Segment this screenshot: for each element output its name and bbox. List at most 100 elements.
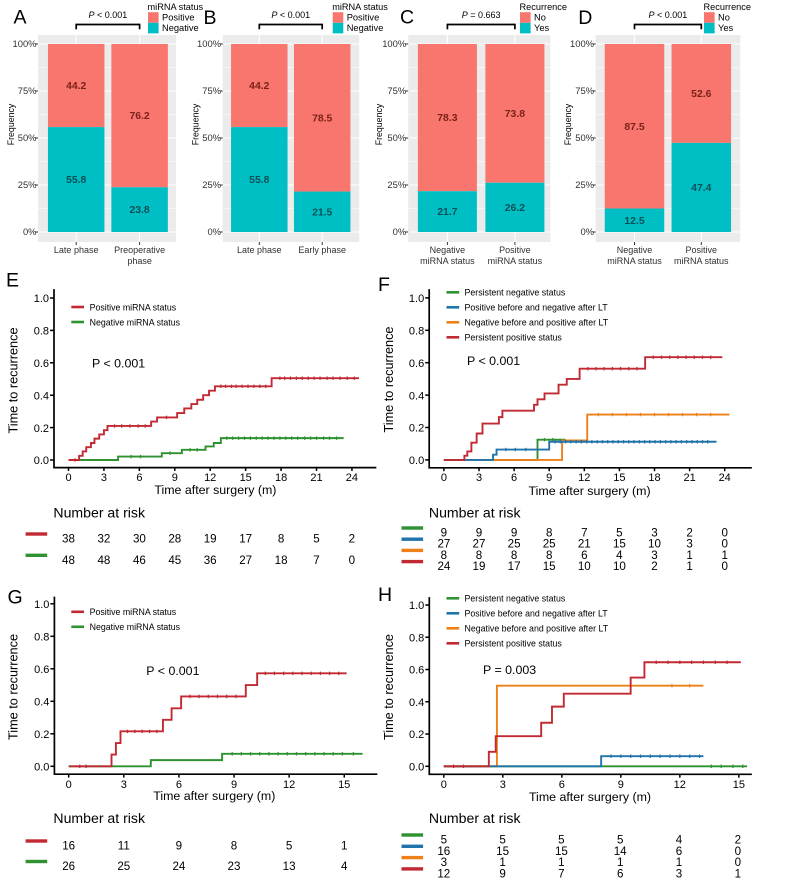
svg-text:4: 4 <box>341 860 348 873</box>
svg-text:8: 8 <box>546 527 552 540</box>
svg-text:H: H <box>378 584 392 606</box>
svg-text:14: 14 <box>614 845 627 858</box>
svg-text:9: 9 <box>546 472 552 484</box>
svg-text:6: 6 <box>559 779 565 791</box>
svg-text:E: E <box>6 270 19 292</box>
svg-text:P < 0.001: P < 0.001 <box>92 357 145 371</box>
svg-text:15: 15 <box>543 560 556 573</box>
svg-text:0.0: 0.0 <box>34 762 49 774</box>
svg-text:25%: 25% <box>387 179 406 190</box>
svg-text:Negative before and positive a: Negative before and positive after LT <box>465 624 609 634</box>
svg-text:30: 30 <box>133 533 146 546</box>
svg-text:10: 10 <box>578 560 591 573</box>
svg-text:5: 5 <box>616 527 622 540</box>
svg-text:No: No <box>718 13 730 23</box>
svg-text:12: 12 <box>578 472 590 484</box>
svg-text:16: 16 <box>62 840 75 853</box>
svg-text:A: A <box>14 7 27 29</box>
svg-text:12.5: 12.5 <box>624 216 644 227</box>
svg-text:Persistent positive status: Persistent positive status <box>465 333 563 343</box>
svg-text:3: 3 <box>476 472 482 484</box>
svg-text:15: 15 <box>733 779 745 791</box>
svg-text:8: 8 <box>476 549 482 562</box>
svg-text:0%: 0% <box>23 226 37 237</box>
svg-text:9: 9 <box>176 840 182 853</box>
svg-text:9: 9 <box>231 779 237 791</box>
svg-text:0.8: 0.8 <box>409 326 424 338</box>
svg-text:Time after surgery (m): Time after surgery (m) <box>154 483 276 497</box>
svg-text:8: 8 <box>231 840 237 853</box>
svg-text:F: F <box>378 274 390 296</box>
svg-text:50%: 50% <box>575 132 594 143</box>
svg-text:26.2: 26.2 <box>505 203 525 214</box>
svg-text:3: 3 <box>651 527 657 540</box>
svg-text:Number at risk: Number at risk <box>53 504 146 520</box>
svg-text:32: 32 <box>97 533 110 546</box>
svg-text:18: 18 <box>275 554 288 567</box>
svg-text:B: B <box>204 7 217 29</box>
svg-text:24: 24 <box>172 860 185 873</box>
svg-text:75%: 75% <box>575 85 594 96</box>
svg-text:2: 2 <box>735 834 741 847</box>
svg-text:0: 0 <box>65 472 71 484</box>
svg-text:Recurrence: Recurrence <box>520 2 568 12</box>
svg-text:0.2: 0.2 <box>34 729 49 741</box>
svg-text:0: 0 <box>66 779 72 791</box>
svg-text:25: 25 <box>117 860 130 873</box>
svg-text:21: 21 <box>578 538 591 551</box>
svg-text:75%: 75% <box>18 85 37 96</box>
svg-text:28: 28 <box>168 533 181 546</box>
svg-text:Time after surgery (m): Time after surgery (m) <box>529 790 651 804</box>
svg-text:Frequency: Frequency <box>563 103 573 145</box>
svg-text:21.7: 21.7 <box>437 207 457 218</box>
svg-text:25%: 25% <box>575 179 594 190</box>
svg-text:0.2: 0.2 <box>409 423 424 435</box>
svg-text:6: 6 <box>511 472 517 484</box>
svg-text:0.6: 0.6 <box>34 664 49 676</box>
svg-text:48: 48 <box>97 554 110 567</box>
svg-text:Positive miRNA status: Positive miRNA status <box>90 607 177 617</box>
svg-text:1: 1 <box>341 840 347 853</box>
svg-text:27: 27 <box>473 538 486 551</box>
svg-text:25: 25 <box>508 538 521 551</box>
svg-text:Number at risk: Number at risk <box>429 810 522 826</box>
svg-text:78.5: 78.5 <box>312 113 332 124</box>
svg-text:55.8: 55.8 <box>66 175 86 186</box>
svg-text:Time to recurrence: Time to recurrence <box>7 328 21 434</box>
svg-text:45: 45 <box>168 554 181 567</box>
svg-text:6: 6 <box>581 549 587 562</box>
svg-text:18: 18 <box>275 472 287 484</box>
svg-text:Preoperative: Preoperative <box>114 245 165 255</box>
svg-text:0: 0 <box>441 472 447 484</box>
svg-text:50%: 50% <box>387 132 406 143</box>
svg-text:5: 5 <box>441 834 447 847</box>
svg-text:12: 12 <box>674 779 686 791</box>
svg-text:3: 3 <box>500 779 506 791</box>
svg-text:miRNA status: miRNA status <box>420 256 475 266</box>
svg-text:100%: 100% <box>13 38 37 49</box>
svg-text:0.2: 0.2 <box>409 729 424 741</box>
svg-text:phase: phase <box>127 256 152 266</box>
svg-text:0.4: 0.4 <box>34 697 49 709</box>
svg-text:5: 5 <box>617 834 623 847</box>
svg-text:9: 9 <box>499 867 505 880</box>
svg-text:15: 15 <box>240 472 252 484</box>
svg-text:1: 1 <box>735 867 741 880</box>
svg-text:87.5: 87.5 <box>624 122 644 133</box>
svg-text:0.6: 0.6 <box>34 358 49 370</box>
svg-text:1.0: 1.0 <box>34 599 49 611</box>
svg-text:1: 1 <box>617 856 623 869</box>
svg-text:3: 3 <box>686 538 692 551</box>
svg-text:1: 1 <box>686 549 692 562</box>
svg-text:6: 6 <box>136 472 142 484</box>
svg-text:0: 0 <box>735 845 741 858</box>
svg-text:55.8: 55.8 <box>249 175 269 186</box>
svg-text:73.8: 73.8 <box>505 109 525 120</box>
svg-text:1: 1 <box>499 856 505 869</box>
svg-text:0.4: 0.4 <box>409 390 424 402</box>
svg-text:100%: 100% <box>570 38 594 49</box>
svg-text:16: 16 <box>437 845 450 858</box>
svg-text:G: G <box>8 587 23 609</box>
svg-text:12: 12 <box>437 867 450 880</box>
svg-text:2: 2 <box>686 527 692 540</box>
